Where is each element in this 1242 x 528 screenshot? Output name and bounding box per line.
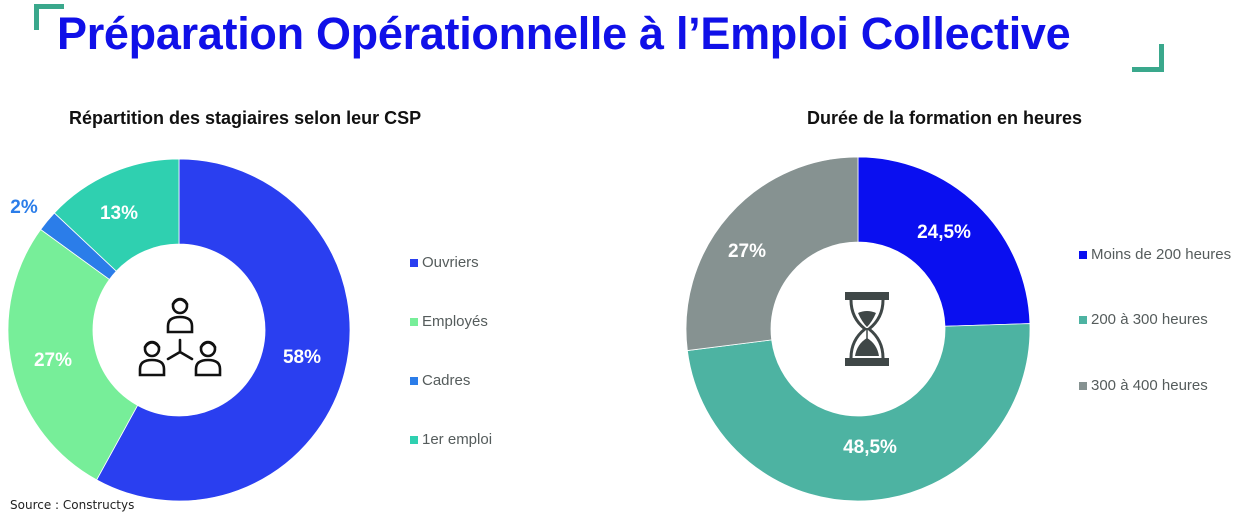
legend-swatch <box>410 317 418 326</box>
legend-item-employes: Employés <box>410 313 488 330</box>
label-employes: 27% <box>34 350 72 371</box>
people-network-icon <box>138 297 222 377</box>
legend-item-cadres: Cadres <box>410 372 470 389</box>
donut-slice <box>686 323 1031 502</box>
legend-label: Cadres <box>422 372 471 389</box>
left-chart-title: Répartition des stagiaires selon leur CS… <box>69 108 422 128</box>
duration-donut-chart: 24,5% 48,5% 27% <box>685 156 1031 502</box>
legend-label: 1er emploi <box>422 431 493 448</box>
label-cadres: 2% <box>10 197 38 218</box>
label-300-400: 27% <box>728 241 766 262</box>
legend-label: Employés <box>422 313 488 330</box>
hourglass-icon <box>845 292 889 366</box>
donut-slice <box>857 156 1031 327</box>
legend-label: Ouvriers <box>422 254 479 271</box>
legend-item-moins-200: Moins de 200 heures <box>1079 246 1231 263</box>
legend-item-ouvriers: Ouvriers <box>410 254 479 271</box>
label-200-300: 48,5% <box>843 437 897 458</box>
legend-swatch <box>410 435 418 444</box>
legend-swatch <box>410 258 418 267</box>
legend-swatch <box>1079 315 1087 324</box>
page-title: Préparation Opérationnelle à l’Emploi Co… <box>57 8 1071 59</box>
legend-swatch <box>1079 250 1087 259</box>
donut-slice <box>685 156 859 352</box>
label-1er-emploi: 13% <box>100 203 138 224</box>
legend-swatch <box>1079 381 1087 390</box>
legend-item-200-300: 200 à 300 heures <box>1079 311 1208 328</box>
label-ouvriers: 58% <box>283 347 321 368</box>
donut-slice <box>96 158 351 502</box>
label-moins-200: 24,5% <box>917 222 971 243</box>
legend-item-300-400: 300 à 400 heures <box>1079 377 1208 394</box>
legend-label: 300 à 400 heures <box>1091 377 1208 394</box>
bracket-top-left-decoration <box>34 4 64 30</box>
legend-item-1er-emploi: 1er emploi <box>410 431 492 448</box>
source-note: Source : Constructys <box>10 498 135 512</box>
bracket-bottom-right-decoration <box>1132 44 1164 72</box>
right-chart-title: Durée de la formation en heures <box>807 108 1083 128</box>
csp-donut-chart: 58% 27% 2% 13% <box>7 158 351 502</box>
legend-swatch <box>410 376 418 385</box>
donut-slice <box>7 228 139 481</box>
legend-label: 200 à 300 heures <box>1091 311 1208 328</box>
donut-slice <box>53 158 180 272</box>
legend-label: Moins de 200 heures <box>1091 246 1232 263</box>
